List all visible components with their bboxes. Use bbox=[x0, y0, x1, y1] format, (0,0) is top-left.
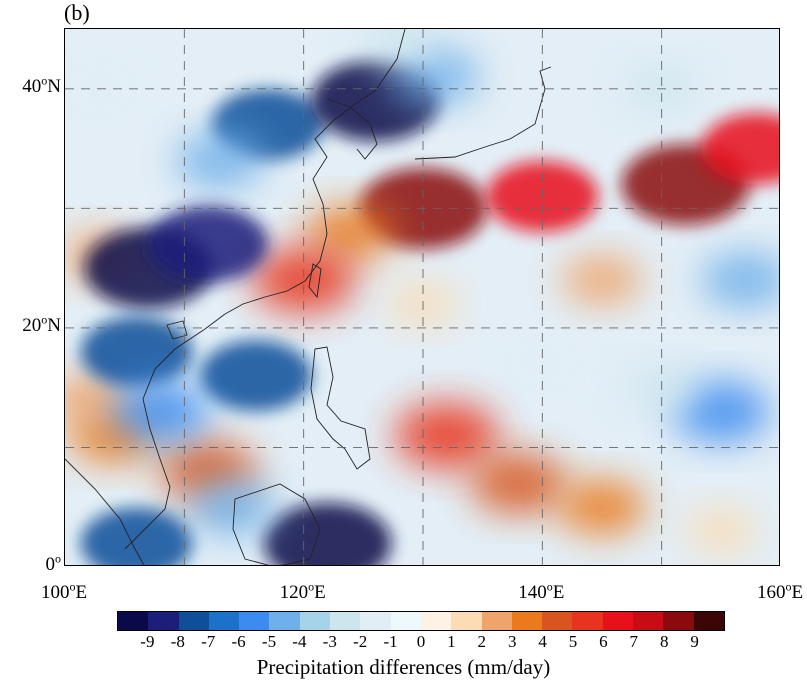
colorbar-swatch-1 bbox=[118, 612, 149, 630]
lat-label-40: 40oN bbox=[22, 73, 61, 98]
colorbar-swatch-7 bbox=[299, 612, 331, 630]
field-feature-16 bbox=[685, 508, 758, 555]
colorbar-tick-label: -1 bbox=[383, 632, 398, 651]
colorbar-swatch-5 bbox=[239, 612, 270, 630]
precipitation-map bbox=[65, 29, 779, 565]
field-feature-27 bbox=[263, 502, 392, 565]
colorbar-tick-label: -6 bbox=[231, 632, 246, 651]
lat-label-20: 20oN bbox=[22, 312, 61, 337]
colorbar-tick-label: 3 bbox=[507, 632, 517, 651]
graticule bbox=[65, 29, 779, 565]
colorbar-swatch-11 bbox=[420, 612, 452, 630]
colorbar bbox=[117, 611, 725, 631]
lon-label-100: 100oE bbox=[40, 580, 88, 604]
colorbar-tick-label: 1 bbox=[447, 632, 456, 651]
colorbar-swatch-8 bbox=[330, 612, 361, 630]
colorbar-tick-label: 8 bbox=[659, 632, 669, 651]
colorbar-tick-label: -2 bbox=[353, 632, 368, 651]
map-plot-area bbox=[64, 28, 780, 566]
colorbar-ticks: -9 -8 -7 -6 -5 -4 -3 -2 -1 0 1 2 3 4 5 6 7 8 9 bbox=[117, 632, 725, 654]
field-feature-24 bbox=[199, 340, 312, 412]
colorbar-swatch-15 bbox=[542, 612, 573, 630]
coastline-borneo bbox=[232, 483, 321, 565]
colorbar-title: Precipitation differences (mm/day) bbox=[256, 655, 551, 679]
colorbar-swatch-12 bbox=[451, 612, 482, 630]
lon-label-120: 120oE bbox=[279, 580, 326, 604]
field-feature-25 bbox=[112, 381, 209, 443]
field-feature-26 bbox=[80, 507, 193, 565]
field-feature-30 bbox=[673, 381, 770, 443]
colorbar-tick-label: 7 bbox=[629, 632, 639, 651]
field-feature-5 bbox=[307, 204, 396, 261]
colorbar-swatch-9 bbox=[360, 612, 391, 630]
field-feature-20 bbox=[390, 48, 479, 105]
coastline-korea bbox=[326, 98, 378, 160]
colorbar-tick-label: 6 bbox=[599, 632, 608, 651]
panel-label: (b) bbox=[64, 0, 90, 25]
colorbar-swatch-4 bbox=[208, 612, 240, 630]
field-feature-34 bbox=[363, 29, 436, 64]
field-feature-7 bbox=[562, 254, 642, 306]
colorbar-tick-label: 4 bbox=[538, 632, 547, 651]
field-feature-10 bbox=[394, 402, 499, 469]
colorbar-tick-label: -4 bbox=[292, 632, 307, 651]
colorbar-tick-label: -8 bbox=[170, 632, 185, 651]
colorbar-swatch-16 bbox=[572, 612, 603, 630]
colorbar-swatch-6 bbox=[269, 612, 300, 630]
colorbar-swatch-3 bbox=[178, 612, 209, 630]
colorbar-swatch-20 bbox=[693, 612, 724, 630]
field-feature-28 bbox=[188, 479, 277, 536]
coastline-taiwan bbox=[308, 263, 322, 299]
colorbar-tick-label: 5 bbox=[568, 632, 578, 651]
colorbar-tick-label: 9 bbox=[690, 632, 699, 651]
colorbar-tick-label: -3 bbox=[322, 632, 337, 651]
lon-label-140: 140oE bbox=[518, 580, 565, 604]
coastline-japan bbox=[414, 66, 552, 160]
field-feature-29 bbox=[701, 252, 779, 309]
field-feature-6 bbox=[251, 247, 356, 314]
coastline-sumatra bbox=[65, 458, 145, 565]
colorbar-tick-label: 2 bbox=[477, 632, 487, 651]
colorbar-swatch-2 bbox=[148, 612, 179, 630]
colorbar-tick-label: 0 bbox=[416, 632, 426, 651]
coastline-philippines bbox=[310, 346, 371, 470]
coastline-china bbox=[224, 29, 406, 315]
field-feature-12 bbox=[558, 479, 646, 536]
coastline-hainan bbox=[166, 320, 188, 340]
colorbar-swatch-19 bbox=[663, 612, 694, 630]
colorbar-swatch-10 bbox=[390, 612, 421, 630]
field-feature-19 bbox=[176, 132, 265, 189]
colorbar-swatch-14 bbox=[511, 612, 543, 630]
colorbar-swatch-13 bbox=[481, 612, 512, 630]
colorbar-swatch-17 bbox=[602, 612, 634, 630]
field-feature-4 bbox=[701, 113, 779, 185]
precipitation-field bbox=[65, 29, 779, 565]
lon-label-160: 160oE bbox=[756, 580, 804, 604]
colorbar-swatch-18 bbox=[633, 612, 664, 630]
coastlines bbox=[65, 29, 552, 565]
colorbar-tick-label: -9 bbox=[140, 632, 155, 651]
lat-label-0: 0o bbox=[45, 552, 62, 576]
field-feature-23 bbox=[80, 316, 193, 388]
field-feature-11 bbox=[470, 452, 567, 514]
colorbar-tick-label: -5 bbox=[261, 632, 277, 651]
field-feature-22 bbox=[148, 206, 269, 283]
field-feature-32 bbox=[510, 343, 575, 385]
coastline-indochina bbox=[124, 313, 226, 550]
colorbar-tick-label: -7 bbox=[201, 632, 216, 651]
